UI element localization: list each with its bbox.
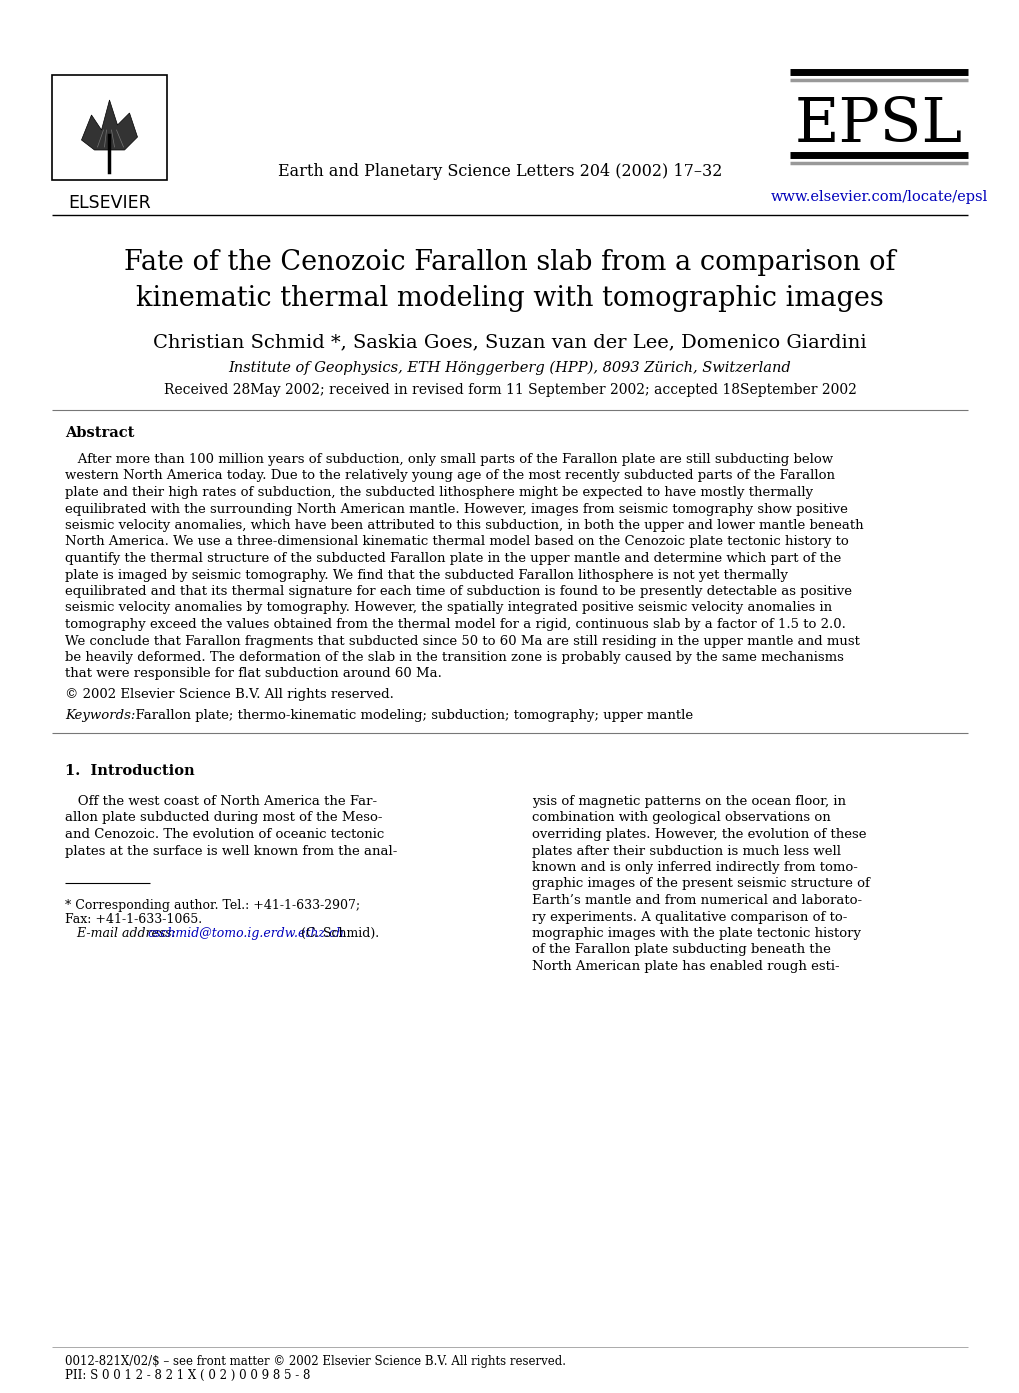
Text: 0012-821X/02/$ – see front matter © 2002 Elsevier Science B.V. All rights reserv: 0012-821X/02/$ – see front matter © 2002…: [65, 1355, 566, 1368]
Text: ry experiments. A qualitative comparison of to-: ry experiments. A qualitative comparison…: [532, 911, 847, 924]
Text: (C. Schmid).: (C. Schmid).: [297, 926, 378, 940]
Text: Earth and Planetary Science Letters 204 (2002) 17–32: Earth and Planetary Science Letters 204 …: [277, 163, 721, 181]
Text: plate is imaged by seismic tomography. We find that the subducted Farallon litho: plate is imaged by seismic tomography. W…: [65, 568, 788, 581]
Text: E-mail address:: E-mail address:: [65, 926, 179, 940]
Text: Christian Schmid *, Saskia Goes, Suzan van der Lee, Domenico Giardini: Christian Schmid *, Saskia Goes, Suzan v…: [153, 333, 866, 351]
Text: Received 28May 2002; received in revised form 11 September 2002; accepted 18Sept: Received 28May 2002; received in revised…: [163, 383, 856, 397]
Text: combination with geological observations on: combination with geological observations…: [532, 812, 829, 825]
Text: * Corresponding author. Tel.: +41-1-633-2907;: * Corresponding author. Tel.: +41-1-633-…: [65, 898, 360, 912]
Text: ysis of magnetic patterns on the ocean floor, in: ysis of magnetic patterns on the ocean f…: [532, 795, 845, 808]
Text: www.elsevier.com/locate/epsl: www.elsevier.com/locate/epsl: [769, 189, 986, 203]
Text: kinematic thermal modeling with tomographic images: kinematic thermal modeling with tomograp…: [136, 284, 883, 312]
Text: ELSEVIER: ELSEVIER: [68, 194, 151, 212]
Text: Keywords:: Keywords:: [65, 709, 136, 722]
Text: Earth’s mantle and from numerical and laborato-: Earth’s mantle and from numerical and la…: [532, 894, 861, 907]
Text: and Cenozoic. The evolution of oceanic tectonic: and Cenozoic. The evolution of oceanic t…: [65, 827, 384, 841]
Text: seismic velocity anomalies by tomography. However, the spatially integrated posi: seismic velocity anomalies by tomography…: [65, 602, 832, 614]
Text: We conclude that Farallon fragments that subducted since 50 to 60 Ma are still r: We conclude that Farallon fragments that…: [65, 634, 859, 648]
Text: equilibrated and that its thermal signature for each time of subduction is found: equilibrated and that its thermal signat…: [65, 585, 851, 598]
Text: quantify the thermal structure of the subducted Farallon plate in the upper mant: quantify the thermal structure of the su…: [65, 552, 841, 566]
Text: that were responsible for flat subduction around 60 Ma.: that were responsible for flat subductio…: [65, 667, 441, 681]
Text: EPSL: EPSL: [794, 95, 962, 155]
Text: known and is only inferred indirectly from tomo-: known and is only inferred indirectly fr…: [532, 861, 857, 873]
Text: equilibrated with the surrounding North American mantle. However, images from se: equilibrated with the surrounding North …: [65, 503, 847, 515]
Text: After more than 100 million years of subduction, only small parts of the Farallo: After more than 100 million years of sub…: [65, 453, 833, 467]
Text: North America. We use a three-dimensional kinematic thermal model based on the C: North America. We use a three-dimensiona…: [65, 535, 848, 549]
Text: mographic images with the plate tectonic history: mographic images with the plate tectonic…: [532, 926, 860, 940]
Text: Off the west coast of North America the Far-: Off the west coast of North America the …: [65, 795, 377, 808]
Text: be heavily deformed. The deformation of the slab in the transition zone is proba: be heavily deformed. The deformation of …: [65, 651, 843, 664]
Text: North American plate has enabled rough esti-: North American plate has enabled rough e…: [532, 960, 839, 972]
Text: Abstract: Abstract: [65, 426, 135, 440]
Bar: [52, 75, 167, 180]
Text: 1.  Introduction: 1. Introduction: [65, 763, 195, 779]
Text: graphic images of the present seismic structure of: graphic images of the present seismic st…: [532, 878, 869, 890]
Text: PII: S 0 0 1 2 - 8 2 1 X ( 0 2 ) 0 0 9 8 5 - 8: PII: S 0 0 1 2 - 8 2 1 X ( 0 2 ) 0 0 9 8…: [65, 1369, 310, 1382]
Text: western North America today. Due to the relatively young age of the most recentl: western North America today. Due to the …: [65, 469, 835, 482]
Text: allon plate subducted during most of the Meso-: allon plate subducted during most of the…: [65, 812, 382, 825]
Text: plates after their subduction is much less well: plates after their subduction is much le…: [532, 844, 841, 858]
Text: cschmid@tomo.ig.erdw.ethz.ch: cschmid@tomo.ig.erdw.ethz.ch: [147, 926, 343, 940]
Text: overriding plates. However, the evolution of these: overriding plates. However, the evolutio…: [532, 827, 866, 841]
Text: Farallon plate; thermo-kinematic modeling; subduction; tomography; upper mantle: Farallon plate; thermo-kinematic modelin…: [127, 709, 693, 722]
Text: plate and their high rates of subduction, the subducted lithosphere might be exp: plate and their high rates of subduction…: [65, 486, 812, 499]
Text: tomography exceed the values obtained from the thermal model for a rigid, contin: tomography exceed the values obtained fr…: [65, 618, 845, 631]
Text: © 2002 Elsevier Science B.V. All rights reserved.: © 2002 Elsevier Science B.V. All rights …: [65, 688, 393, 701]
Text: Fate of the Cenozoic Farallon slab from a comparison of: Fate of the Cenozoic Farallon slab from …: [124, 249, 895, 276]
Text: Fax: +41-1-633-1065.: Fax: +41-1-633-1065.: [65, 912, 202, 926]
Text: Institute of Geophysics, ETH Hönggerberg (HPP), 8093 Zürich, Switzerland: Institute of Geophysics, ETH Hönggerberg…: [228, 361, 791, 375]
Text: plates at the surface is well known from the anal-: plates at the surface is well known from…: [65, 844, 397, 858]
Polygon shape: [82, 100, 138, 150]
Text: seismic velocity anomalies, which have been attributed to this subduction, in bo: seismic velocity anomalies, which have b…: [65, 520, 863, 532]
Text: of the Farallon plate subducting beneath the: of the Farallon plate subducting beneath…: [532, 943, 830, 957]
